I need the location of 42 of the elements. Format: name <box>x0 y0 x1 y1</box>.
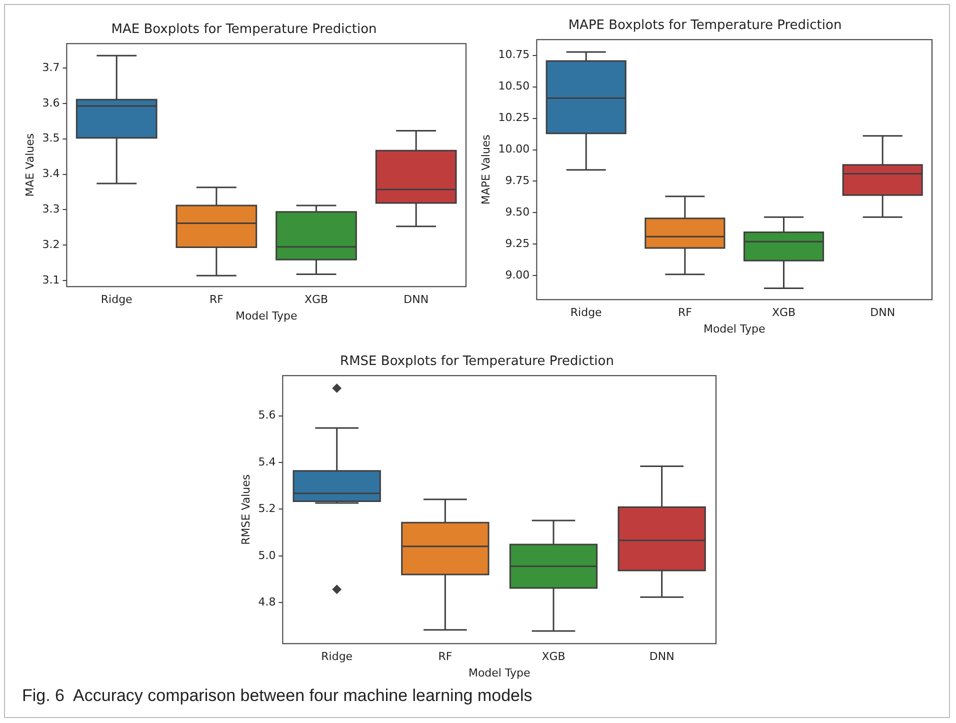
y-tick-label: 10.00 <box>498 142 530 156</box>
x-axis-title: Model Type <box>468 666 530 680</box>
chart-title: RMSE Boxplots for Temperature Prediction <box>340 354 614 370</box>
y-tick-label: 5.2 <box>258 502 276 516</box>
y-axis-title: RMSE Values <box>239 474 252 545</box>
x-tick-label: DNN <box>649 650 674 664</box>
y-tick-label: 10.75 <box>498 48 530 62</box>
y-tick-label: 10.25 <box>498 111 530 124</box>
caption: Fig. 6 Accuracy comparison between four machine learning models <box>22 686 532 706</box>
y-tick-label: 9.00 <box>505 268 530 282</box>
y-tick-label: 9.25 <box>505 237 530 250</box>
x-tick-label: Ridge <box>321 650 353 664</box>
y-tick-label: 3.3 <box>42 202 60 216</box>
y-tick-label: 3.7 <box>42 60 60 74</box>
y-tick-label: 3.1 <box>42 273 60 286</box>
x-tick-label: RF <box>678 306 692 320</box>
y-tick-label: 5.0 <box>258 548 276 562</box>
y-axis-title: MAE Values <box>23 133 36 197</box>
x-tick-label: DNN <box>870 306 896 320</box>
y-tick-label: 3.2 <box>42 238 60 252</box>
x-tick-label: DNN <box>404 293 429 306</box>
x-axis-title: Model Type <box>235 309 298 322</box>
x-tick-label: RF <box>438 650 452 664</box>
x-tick-label: Ridge <box>570 306 602 320</box>
x-axis-title: Model Type <box>703 322 766 336</box>
y-tick-label: 9.75 <box>505 174 530 188</box>
y-tick-label: 10.50 <box>498 80 530 93</box>
x-tick-label: RF <box>209 293 224 306</box>
y-tick-label: 4.8 <box>258 596 276 609</box>
x-tick-label: Ridge <box>100 293 133 306</box>
chart-title: MAE Boxplots for Temperature Prediction <box>111 22 377 38</box>
y-tick-label: 3.5 <box>42 132 60 145</box>
x-tick-label: XGB <box>772 306 796 320</box>
chart-title: MAPE Boxplots for Temperature Prediction <box>568 18 842 34</box>
x-tick-label: XGB <box>304 293 328 306</box>
y-tick-label: 3.4 <box>42 167 60 180</box>
y-tick-label: 5.4 <box>258 455 276 468</box>
y-tick-label: 5.6 <box>258 408 276 422</box>
x-tick-label: XGB <box>542 650 566 664</box>
y-tick-label: 3.6 <box>42 96 60 110</box>
y-tick-label: 9.50 <box>505 206 530 219</box>
y-axis-title: MAPE Values <box>479 134 492 205</box>
